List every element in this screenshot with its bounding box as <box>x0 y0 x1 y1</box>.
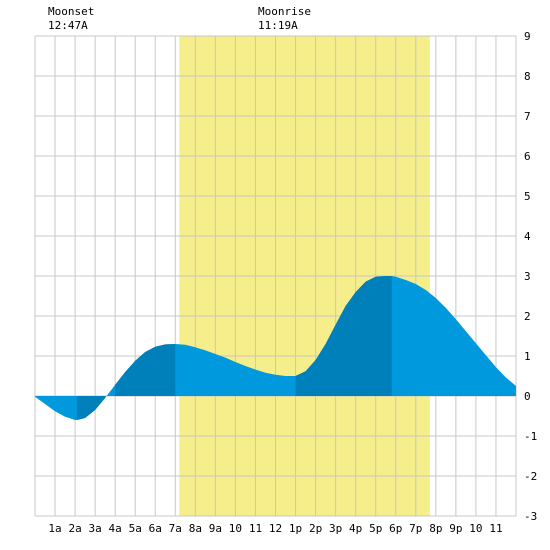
y-axis-ticks: -3 -2 -1 0 1 2 3 4 5 6 7 8 9 <box>524 30 537 523</box>
x-tick-label: 10 <box>469 522 482 535</box>
x-tick-label: 6p <box>389 522 402 535</box>
x-tick-label: 8p <box>429 522 442 535</box>
x-tick-label: 10 <box>229 522 242 535</box>
y-tick-label: 8 <box>524 70 531 83</box>
y-tick-label: 9 <box>524 30 531 43</box>
x-tick-label: 3p <box>329 522 342 535</box>
x-tick-label: 6a <box>149 522 162 535</box>
x-tick-label: 4p <box>349 522 362 535</box>
y-tick-label: 1 <box>524 350 531 363</box>
moonrise-time: 11:19A <box>258 19 298 32</box>
x-tick-label: 7a <box>169 522 182 535</box>
y-tick-label: 2 <box>524 310 531 323</box>
x-tick-label: 5a <box>129 522 142 535</box>
y-tick-label: 7 <box>524 110 531 123</box>
y-tick-label: 3 <box>524 270 531 283</box>
y-tick-label: 4 <box>524 230 531 243</box>
x-tick-label: 7p <box>409 522 422 535</box>
moonrise-label: Moonrise <box>258 5 311 18</box>
moonset-time: 12:47A <box>48 19 88 32</box>
x-tick-label: 12 <box>269 522 282 535</box>
x-tick-label: 1a <box>48 522 61 535</box>
grid <box>34 35 517 517</box>
x-tick-label: 3a <box>89 522 102 535</box>
x-axis-ticks: 1a 2a 3a 4a 5a 6a 7a 8a 9a 10 11 12 1p 2p 3p 4p 5p 6p 7p 8p… <box>48 522 502 535</box>
x-tick-label: 5p <box>369 522 382 535</box>
y-tick-label: 6 <box>524 150 531 163</box>
x-tick-label: 1p <box>289 522 302 535</box>
x-tick-label: 2a <box>68 522 81 535</box>
x-tick-label: 11 <box>249 522 262 535</box>
x-tick-label: 8a <box>189 522 202 535</box>
x-tick-label: 4a <box>109 522 122 535</box>
moonset-label: Moonset <box>48 5 94 18</box>
x-tick-label: 11 <box>489 522 502 535</box>
x-tick-label: 2p <box>309 522 322 535</box>
y-tick-label: -2 <box>524 470 537 483</box>
y-tick-label: -3 <box>524 510 537 523</box>
y-tick-label: 5 <box>524 190 531 203</box>
y-tick-label: -1 <box>524 430 537 443</box>
x-tick-label: 9p <box>449 522 462 535</box>
x-tick-label: 9a <box>209 522 222 535</box>
y-tick-label: 0 <box>524 390 531 403</box>
